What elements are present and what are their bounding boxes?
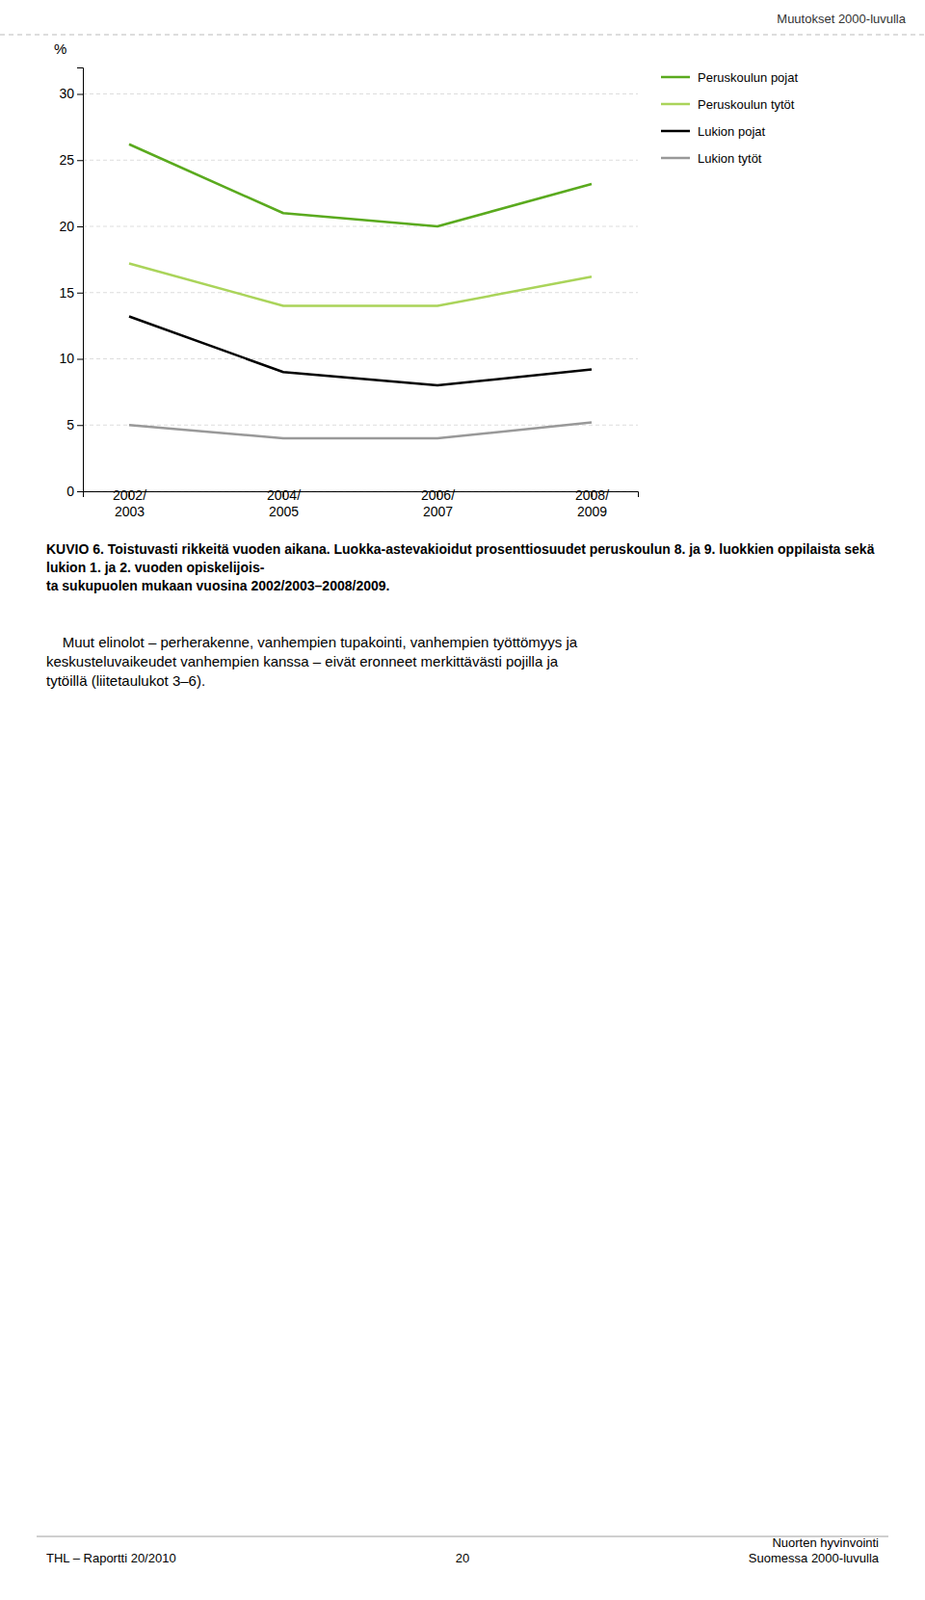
y-tick-label: 10 [58,350,75,367]
legend-swatch [660,103,690,106]
x-tick: 2002/2003 [112,487,147,520]
y-tick-mark [77,491,83,493]
header-text: Muutokset 2000-luvulla [776,11,906,27]
page: Muutokset 2000-luvulla 0 5 10 15 20 25 30 2002/2… [0,0,925,1600]
grid-line [82,358,638,360]
x-tick: 2004/2005 [266,487,301,520]
grid-line [82,226,638,228]
x-tick-label: 2002/2003 [112,487,147,520]
x-axis-line [83,492,639,499]
legend: Peruskoulun pojat Peruskoulun tytöt Lukion… [660,70,798,166]
legend-label: Peruskoulun pojat [697,70,798,85]
lines [129,144,592,439]
grid-line [82,93,638,95]
legend-item: Peruskoulun tytöt [660,97,795,112]
y-tick-label: 5 [66,417,75,433]
y-tick-label: 30 [58,85,75,102]
legend-label: Lukion tytöt [697,151,763,166]
y-tick: 5 [66,417,83,433]
grid-line [82,291,638,293]
series-line [129,264,592,307]
footer-right: Nuorten hyvinvointiSuomessa 2000-luvulla [748,1535,880,1566]
y-tick-label: 25 [58,152,75,168]
x-axis: 2002/2003 2004/2005 2006/2007 2008/2009 [83,487,639,520]
y-tick-mark [77,226,83,228]
y-tick-mark [77,424,83,426]
footer-left: THL – Raportti 20/2010 [46,1551,177,1566]
y-tick: 0 [66,483,83,500]
y-tick: 10 [58,350,83,367]
body-text: Muut elinolot – perherakenne, vanhempien… [46,634,579,651]
legend-label: Lukion pojat [697,124,766,139]
legend-item: Peruskoulun pojat [660,70,798,85]
legend-item: Lukion pojat [660,124,766,139]
y-tick-mark [77,359,83,361]
top-border [0,34,925,36]
y-tick: 15 [58,285,83,301]
caption: KUVIO 6. Toistuvasti rikkeitä vuoden aik… [46,541,875,576]
y-tick-mark [77,159,83,161]
y-tick: 25 [58,152,83,168]
y-axis-label: % [53,40,67,57]
legend-swatch [660,130,690,133]
x-tick-label: 2004/2005 [266,487,301,520]
y-tick-label: 15 [58,285,75,301]
caption: ta sukupuolen mukaan vuosina 2002/2003–2… [46,578,390,594]
y-tick: 30 [58,85,83,102]
body-text: keskusteluvaikeudet vanhempien kanssa – … [46,653,559,670]
y-axis: 0 5 10 15 20 25 30 [58,68,83,500]
footer-rule [36,1536,889,1538]
legend-item: Lukion tytöt [660,151,763,166]
y-tick-label: 20 [58,218,75,235]
plot: 0510152025302002/20032004/20052006/20072… [58,68,638,520]
footer-center: 20 [455,1551,470,1566]
x-tick: 2006/2007 [421,487,455,520]
legend-swatch [660,76,690,80]
grid [82,94,638,493]
x-tick-label: 2006/2007 [421,487,455,520]
series-line [129,317,592,387]
y-tick-label: 0 [66,483,75,500]
series-line [129,422,592,440]
y-tick-mark [77,94,83,96]
legend-swatch [660,157,690,160]
series-line [129,144,592,227]
y-tick-mark [77,292,83,294]
legend-label: Peruskoulun tytöt [697,97,795,112]
y-tick: 20 [58,218,83,235]
body-text: tytöillä (liitetaulukot 3–6). [46,672,206,689]
y-axis-line [77,68,84,493]
x-tick: 2008/2009 [575,487,609,520]
x-tick-label: 2008/2009 [575,487,609,520]
